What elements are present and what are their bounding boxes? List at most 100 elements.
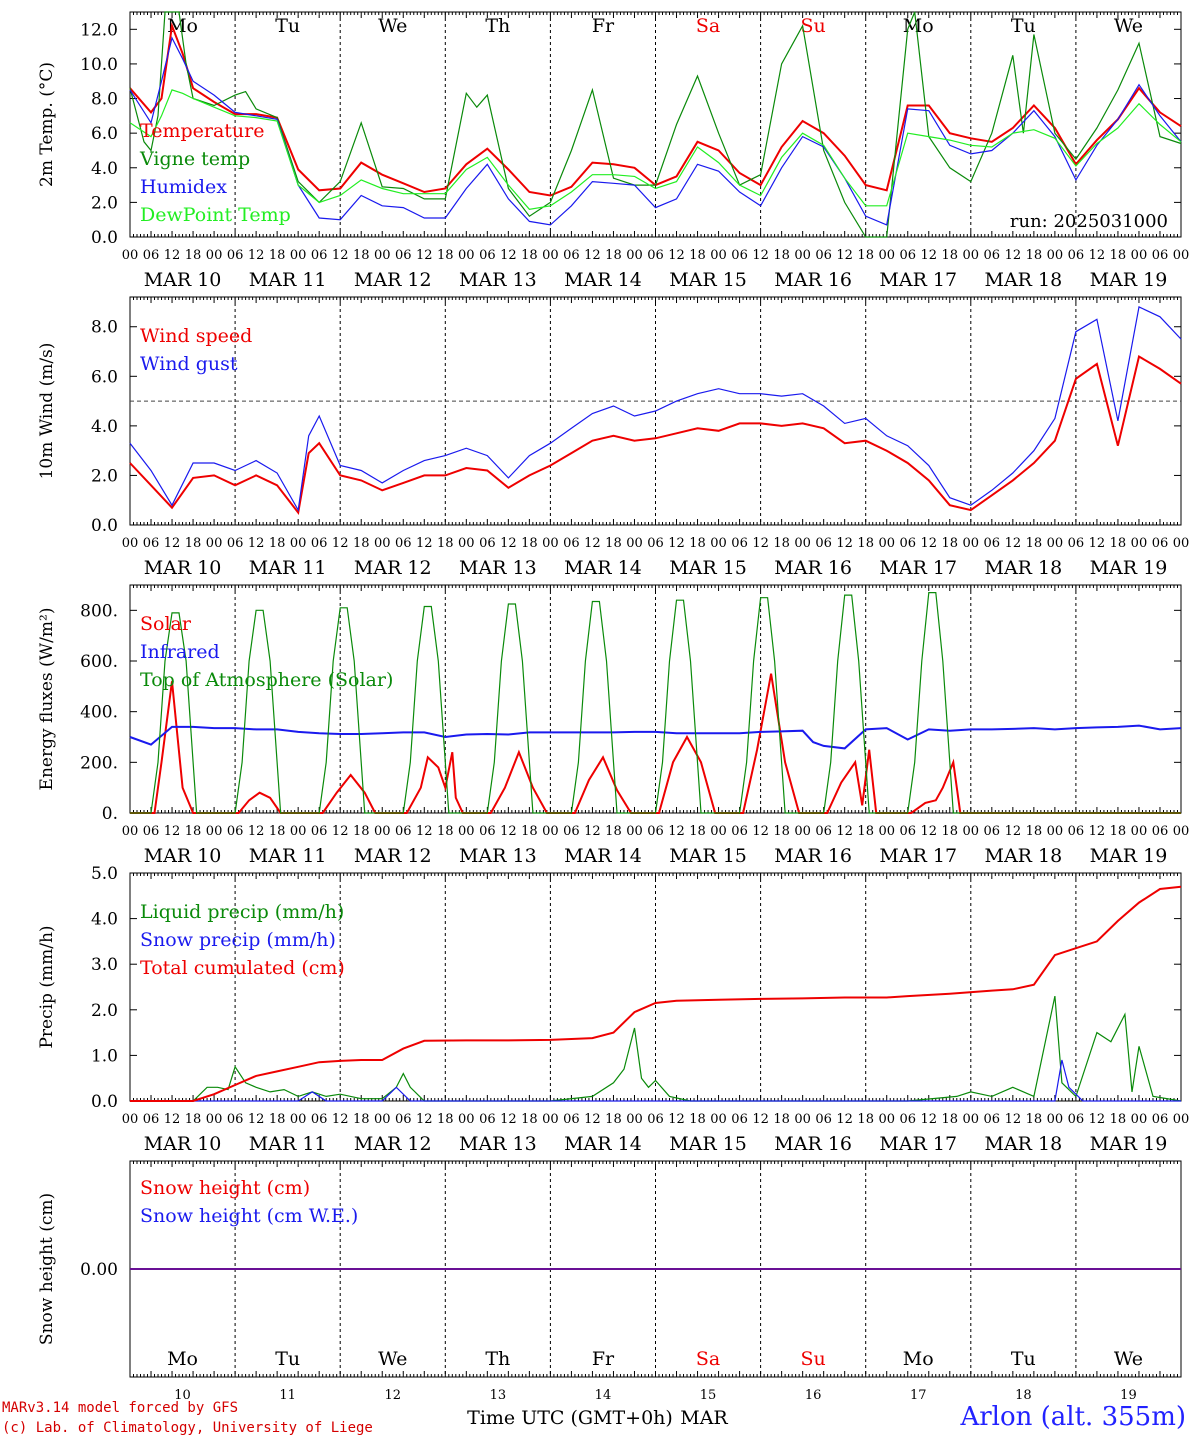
hour-tick-label: 12 — [836, 824, 853, 839]
hour-tick-label: 12 — [920, 248, 937, 263]
hour-tick-label: 12 — [920, 536, 937, 551]
y-tick-label: 3.0 — [91, 955, 118, 975]
hour-tick-label: 00 — [963, 248, 980, 263]
hour-tick-label: 12 — [164, 248, 181, 263]
hour-tick-label: 06 — [227, 248, 244, 263]
legend-entry: Wind gust — [140, 353, 238, 375]
hour-tick-label: 06 — [731, 1112, 748, 1127]
hour-tick-label: 06 — [899, 536, 916, 551]
hour-tick-label: 18 — [1026, 248, 1043, 263]
hour-tick-label: 18 — [857, 536, 874, 551]
y-tick-label: 600. — [80, 652, 118, 672]
hour-tick-label: 18 — [353, 824, 370, 839]
hour-tick-label: 12 — [500, 824, 517, 839]
y-tick-label: 0.0 — [91, 516, 118, 536]
hour-tick-label: 18 — [185, 536, 202, 551]
day-name-label: We — [1114, 15, 1143, 37]
hour-tick-label: 00 — [1173, 1112, 1190, 1127]
y-axis-label: 2m Temp. (°C) — [37, 62, 57, 187]
hour-tick-label: 12 — [248, 824, 265, 839]
hour-tick-label: 12 — [500, 1112, 517, 1127]
legend-entry: Temperature — [140, 120, 264, 142]
hour-tick-label: 00 — [458, 248, 475, 263]
y-tick-label: 1.0 — [91, 1046, 118, 1066]
hour-tick-label: 12 — [1089, 1112, 1106, 1127]
hour-tick-label: 18 — [942, 1112, 959, 1127]
legend-entry: Infrared — [140, 641, 220, 663]
y-tick-label: 12.0 — [80, 20, 118, 40]
hour-tick-label: 06 — [1152, 536, 1169, 551]
hour-tick-label: 06 — [143, 536, 160, 551]
hour-tick-label: 18 — [1026, 536, 1043, 551]
hour-tick-label: 18 — [353, 536, 370, 551]
day-name-label: Su — [801, 15, 826, 37]
hour-tick-label: 06 — [479, 1112, 496, 1127]
legend-entry: Snow precip (mm/h) — [140, 929, 336, 951]
hour-tick-label: 18 — [773, 536, 790, 551]
hour-tick-label: 18 — [857, 824, 874, 839]
legend-entry: Vigne temp — [139, 148, 250, 170]
hour-tick-label: 18 — [605, 536, 622, 551]
hour-tick-label: 18 — [521, 536, 538, 551]
hour-tick-label: 06 — [227, 1112, 244, 1127]
date-label: MAR 16 — [774, 269, 852, 291]
hour-tick-label: 06 — [227, 824, 244, 839]
y-tick-label: 400. — [80, 703, 118, 723]
date-label: MAR 15 — [669, 1133, 747, 1155]
hour-tick-label: 06 — [984, 824, 1001, 839]
hour-tick-label: 00 — [878, 824, 895, 839]
legend-entry: DewPoint Temp — [140, 204, 291, 226]
hour-tick-label: 00 — [290, 1112, 307, 1127]
hour-tick-label: 06 — [731, 248, 748, 263]
hour-tick-label: 06 — [479, 536, 496, 551]
hour-tick-label: 00 — [542, 824, 559, 839]
hour-tick-label: 18 — [942, 824, 959, 839]
day-name-label: Tu — [1011, 1348, 1036, 1370]
hour-tick-label: 18 — [1110, 1112, 1127, 1127]
hour-tick-label: 00 — [1131, 248, 1148, 263]
day-name-label: Fr — [592, 1348, 615, 1370]
hour-tick-label: 00 — [206, 536, 223, 551]
day-name-label: Tu — [275, 1348, 300, 1370]
y-tick-label: 4.0 — [91, 159, 118, 179]
hour-tick-label: 06 — [899, 1112, 916, 1127]
hour-tick-label: 00 — [878, 248, 895, 263]
hour-tick-label: 18 — [1110, 536, 1127, 551]
date-label: MAR 10 — [144, 845, 222, 867]
date-label: MAR 17 — [879, 557, 957, 579]
legend-entry: Snow height (cm W.E.) — [140, 1205, 358, 1227]
day-number-label: 13 — [490, 1388, 507, 1403]
hour-tick-label: 12 — [752, 536, 769, 551]
hour-tick-label: 00 — [122, 1112, 139, 1127]
date-label: MAR 11 — [249, 269, 327, 291]
hour-tick-label: 12 — [752, 248, 769, 263]
hour-tick-label: 18 — [521, 1112, 538, 1127]
day-name-label: Mo — [903, 1348, 934, 1370]
hour-tick-label: 00 — [542, 248, 559, 263]
date-label: MAR 14 — [564, 1133, 642, 1155]
date-label: MAR 14 — [564, 269, 642, 291]
hour-tick-label: 06 — [899, 824, 916, 839]
lab-credit: (c) Lab. of Climatology, University of L… — [2, 1420, 373, 1436]
hour-tick-label: 06 — [731, 536, 748, 551]
hour-tick-label: 12 — [332, 536, 349, 551]
hour-tick-label: 12 — [836, 248, 853, 263]
hour-tick-label: 06 — [563, 536, 580, 551]
day-name-label: Sa — [696, 1348, 720, 1370]
day-name-label: We — [378, 1348, 407, 1370]
date-label: MAR 11 — [249, 557, 327, 579]
hour-tick-label: 00 — [374, 824, 391, 839]
hour-tick-label: 00 — [542, 536, 559, 551]
hour-tick-label: 06 — [395, 1112, 412, 1127]
hour-tick-label: 00 — [206, 1112, 223, 1127]
series-line — [129, 21, 1182, 197]
day-name-label: We — [1114, 1348, 1143, 1370]
x-axis-title: Time UTC (GMT+0h) — [467, 1407, 673, 1429]
series-line — [129, 89, 1182, 210]
hour-tick-label: 00 — [963, 824, 980, 839]
hour-tick-label: 00 — [878, 1112, 895, 1127]
y-tick-label: 6.0 — [91, 124, 118, 144]
hour-tick-label: 18 — [269, 248, 286, 263]
legend-entry: Humidex — [140, 176, 227, 198]
date-label: MAR 13 — [459, 1133, 537, 1155]
